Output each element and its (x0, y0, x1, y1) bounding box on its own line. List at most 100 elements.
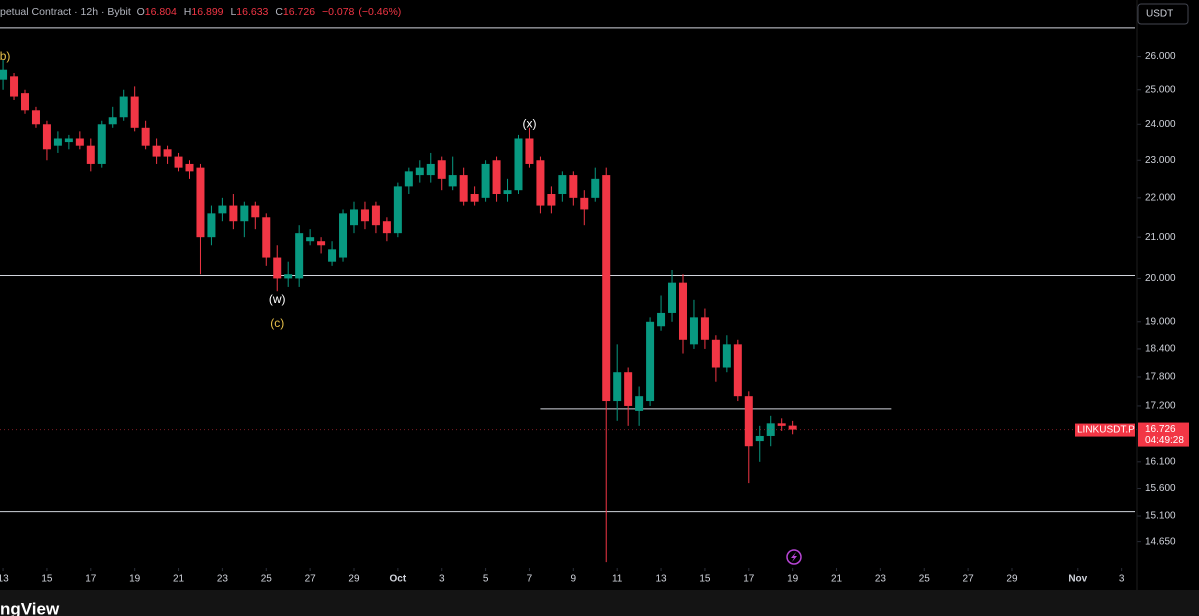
x-tick-label: 19 (787, 574, 799, 585)
y-tick-label: 19.000 (1145, 316, 1176, 327)
l-value: 16.633 (236, 6, 269, 18)
y-tick-label: 15.600 (1145, 483, 1176, 494)
candle-body (328, 249, 337, 262)
y-tick-label: 26.000 (1145, 51, 1176, 62)
x-tick-label: Oct (390, 574, 407, 585)
candle-body (21, 93, 30, 111)
candle-body (744, 396, 753, 447)
x-tick-label: 25 (919, 574, 931, 585)
wave-label: (w) (269, 292, 286, 306)
x-tick-label: 25 (261, 574, 273, 585)
candle-body (53, 138, 62, 146)
y-tick-label: 16.100 (1145, 456, 1176, 467)
candle-body (75, 138, 84, 146)
x-tick-label: 17 (85, 574, 97, 585)
candle-body (755, 435, 764, 442)
candle-body (514, 138, 523, 191)
wave-label: (b) (0, 49, 10, 63)
candle-body (152, 145, 161, 157)
candle-body (174, 156, 183, 168)
candle-body (415, 167, 424, 176)
candle-body (470, 194, 479, 202)
legend: petual Contract · 12h · Bybit O16.804 H1… (0, 6, 405, 18)
x-tick-label: 3 (1119, 574, 1125, 585)
c-label: C (275, 6, 283, 18)
candle-body (196, 167, 205, 238)
currency-button[interactable] (1137, 3, 1189, 25)
l-label: L (230, 6, 237, 18)
candle-body (700, 317, 709, 340)
change: −0.078 (321, 6, 355, 18)
x-tick-label: 13 (0, 574, 9, 585)
x-tick-label: 27 (305, 574, 317, 585)
candle-body (317, 241, 326, 246)
price-box (1138, 422, 1189, 447)
x-tick-label: 23 (875, 574, 887, 585)
candle-body (602, 175, 611, 402)
wave-label: (c) (270, 316, 284, 330)
candle-body (547, 194, 556, 206)
y-tick-label: 18.400 (1145, 344, 1176, 355)
candle-body (273, 257, 282, 279)
x-tick-label: 23 (217, 574, 229, 585)
candle-body (448, 175, 457, 187)
candle-body (218, 205, 227, 214)
candle-body (240, 205, 249, 222)
candle-body (426, 163, 435, 176)
candle-body (459, 175, 468, 202)
x-tick-label: 15 (699, 574, 711, 585)
h-label: H (183, 6, 192, 18)
symbol-box (1075, 423, 1135, 437)
candle-body (711, 339, 720, 368)
candle-body (492, 160, 501, 195)
candle-body (733, 344, 742, 397)
c-value: 16.726 (282, 6, 316, 18)
candle-body (569, 175, 578, 198)
y-tick-label: 20.000 (1145, 273, 1176, 284)
candle-body (349, 209, 358, 226)
brand: ngView (0, 599, 60, 616)
candle-body (613, 372, 622, 402)
candle-body (207, 213, 216, 238)
y-tick-label: 17.800 (1145, 372, 1176, 383)
candle-body (64, 138, 73, 143)
x-tick-label: 9 (571, 574, 577, 585)
candle-body (503, 190, 512, 195)
x-tick-label: Nov (1068, 574, 1087, 585)
candle-body (689, 317, 698, 345)
candle-body (657, 312, 666, 327)
candle-body (262, 217, 271, 258)
x-tick-label: 3 (439, 574, 445, 585)
candle-body (0, 69, 8, 80)
candle-body (635, 396, 644, 411)
candle-body (646, 321, 655, 402)
x-tick-label: 15 (41, 574, 53, 585)
footer-band (0, 590, 1199, 616)
candle-body (668, 282, 677, 313)
y-tick-label: 21.000 (1145, 232, 1176, 243)
x-tick-label: 29 (1006, 574, 1018, 585)
candle-body (119, 96, 128, 118)
candle-body (393, 186, 402, 234)
candle-body (185, 163, 194, 172)
candle-body (31, 110, 40, 125)
candle-body (525, 138, 534, 164)
candle-body (284, 274, 293, 279)
last-price: 16.726 (1145, 424, 1176, 435)
currency[interactable]: USDT (1146, 9, 1173, 20)
candle-body (339, 213, 348, 258)
alert-icon[interactable] (786, 549, 802, 565)
candle-body (86, 145, 95, 164)
x-tick-label: 21 (831, 574, 843, 585)
y-tick-label: 15.100 (1145, 511, 1176, 522)
x-tick-label: 19 (129, 574, 141, 585)
candle-body (536, 160, 545, 206)
candle-body (624, 372, 633, 406)
candle-body (360, 209, 369, 222)
x-tick-label: 17 (743, 574, 755, 585)
symbol-label: LINKUSDT.P (1077, 425, 1135, 436)
o-value: 16.804 (144, 6, 177, 18)
o-label: O (136, 6, 145, 18)
candle-body (580, 197, 589, 210)
